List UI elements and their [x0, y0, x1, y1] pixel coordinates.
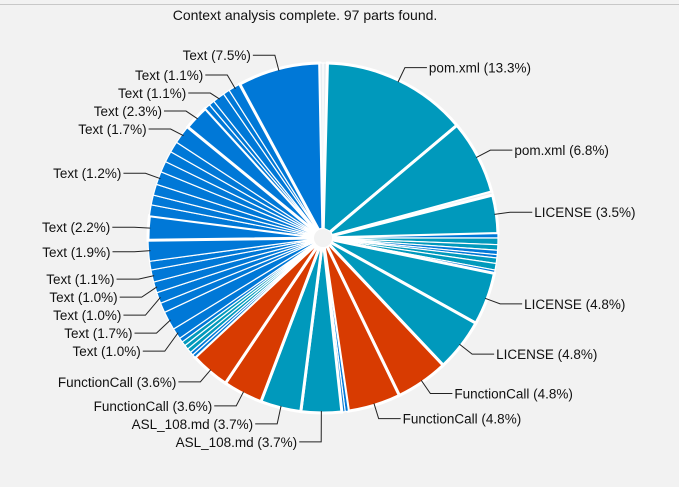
leader-line: [119, 286, 158, 298]
leader-line: [459, 343, 495, 355]
leader-line: [205, 74, 236, 90]
slice-label: Text (1.0%): [49, 290, 117, 305]
slice-label: FunctionCall (3.6%): [58, 375, 177, 390]
leader-line: [116, 275, 155, 280]
slice-label: ASL_108.md (3.7%): [176, 435, 298, 450]
leader-line: [397, 67, 427, 83]
leader-line: [475, 149, 513, 159]
pie-slice[interactable]: [321, 61, 460, 234]
leader-line: [214, 391, 245, 407]
leader-line: [134, 319, 171, 334]
leader-line: [123, 296, 161, 316]
leader-line: [494, 211, 533, 215]
leader-line: [178, 369, 212, 383]
leader-line: [148, 128, 184, 137]
slice-label: pom.xml (6.8%): [514, 143, 609, 158]
pie-slice[interactable]: [319, 62, 324, 230]
slice-label: Text (7.5%): [183, 48, 251, 63]
leader-line: [123, 172, 161, 180]
leader-line: [252, 54, 280, 71]
leader-line: [299, 410, 322, 443]
leader-line: [420, 380, 453, 395]
slice-label: FunctionCall (4.8%): [454, 387, 573, 402]
leader-line: [484, 297, 523, 305]
slice-label: pom.xml (13.3%): [429, 61, 531, 76]
leader-line: [112, 226, 151, 229]
leader-line: [142, 332, 179, 352]
leader-line: [188, 92, 221, 100]
leader-line: [255, 405, 282, 425]
slice-label: Text (1.1%): [135, 68, 203, 83]
slice-label: LICENSE (3.5%): [534, 205, 635, 220]
slice-label: FunctionCall (3.6%): [94, 399, 213, 414]
slice-label: Text (1.7%): [64, 326, 132, 341]
slice-label: Text (1.0%): [53, 308, 121, 323]
slice-label: Text (1.2%): [53, 166, 121, 181]
slice-label: Text (1.0%): [72, 344, 140, 359]
slice-label: Text (2.3%): [94, 104, 162, 119]
slice-label: FunctionCall (4.8%): [403, 412, 522, 427]
leader-line: [112, 250, 151, 253]
pie-center: [314, 229, 332, 247]
slice-label: ASL_108.md (3.7%): [132, 417, 254, 432]
slice-label: LICENSE (4.8%): [496, 347, 597, 362]
slice-label: Text (1.1%): [118, 86, 186, 101]
slice-label: Text (1.7%): [78, 122, 146, 137]
leader-line: [373, 403, 401, 420]
window-divider: [0, 4, 679, 5]
status-message: Context analysis complete. 97 parts foun…: [172, 7, 438, 23]
slice-label: Text (2.2%): [42, 220, 110, 235]
slice-label: Text (1.9%): [42, 245, 110, 260]
leader-line: [164, 110, 198, 120]
slice-label: LICENSE (4.8%): [524, 297, 625, 312]
slice-label: Text (1.1%): [46, 272, 114, 287]
